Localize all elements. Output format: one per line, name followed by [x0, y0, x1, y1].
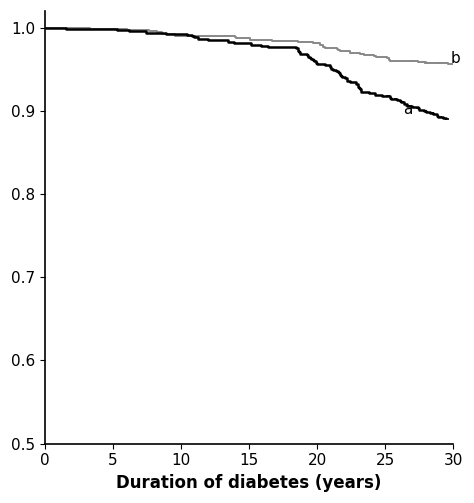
Text: a: a [403, 102, 412, 117]
X-axis label: Duration of diabetes (years): Duration of diabetes (years) [117, 474, 382, 492]
Text: b: b [450, 51, 460, 66]
